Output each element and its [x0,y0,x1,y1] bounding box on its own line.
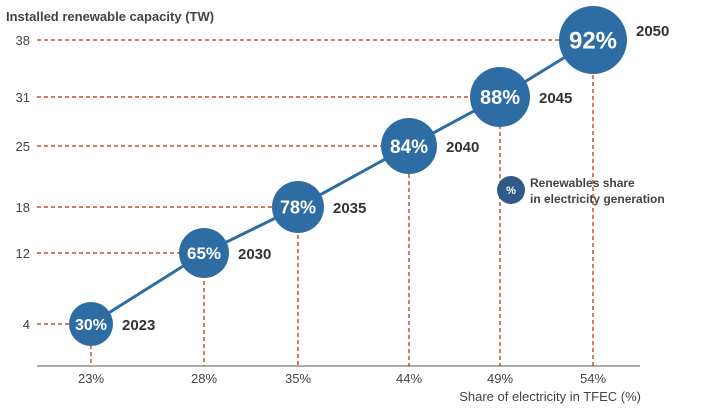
x-tick-label: 35% [285,371,311,386]
series: 30% 2023 65% 2030 78% 2035 84% 2040 88% 2045 92% 20… [69,6,669,346]
legend-bubble [497,176,525,204]
y-tick-label: 31 [16,90,30,105]
data-point-bubble [470,67,530,127]
data-label-share: 30% [75,317,107,334]
data-label-share: 65% [187,244,221,263]
data-label-share: 78% [280,197,316,217]
x-tick-label: 49% [487,371,513,386]
data-label-year: 2050 [636,23,669,40]
y-tick-label: 4 [23,317,30,332]
x-tick-label: 28% [191,371,217,386]
legend: % Renewables share in electricity genera… [497,176,665,206]
data-point-bubble [381,118,437,174]
data-label-share: 88% [480,87,520,109]
data-label-year: 2035 [333,200,366,217]
y-tick-label: 18 [16,200,30,215]
data-label-year: 2045 [539,90,572,107]
legend-label-line1: Renewables share [530,176,635,190]
tick-labels: 4 12 18 25 31 38 23% 28% 35% 44% 49% 54% [16,33,607,386]
data-label-share: 92% [569,28,617,55]
x-tick-label: 54% [580,371,606,386]
y-tick-label: 12 [16,246,30,261]
x-tick-label: 44% [396,371,422,386]
legend-label-line2: in electricity generation [530,192,665,206]
data-label-year: 2040 [446,139,479,156]
guide-lines [37,39,594,366]
y-tick-label: 25 [16,139,30,154]
y-axis-label: Installed renewable capacity (TW) [6,9,214,24]
data-label-year: 2023 [122,317,155,334]
x-tick-label: 23% [78,371,104,386]
y-tick-label: 38 [16,33,30,48]
x-axis-label: Share of electricity in TFEC (%) [459,389,641,404]
data-label-share: 84% [390,137,428,158]
data-point-bubble [179,228,229,278]
data-point-bubble [69,302,113,346]
data-point-bubble [272,181,324,233]
legend-symbol: % [506,185,516,197]
data-label-year: 2030 [238,246,271,263]
data-point-bubble [559,6,627,74]
